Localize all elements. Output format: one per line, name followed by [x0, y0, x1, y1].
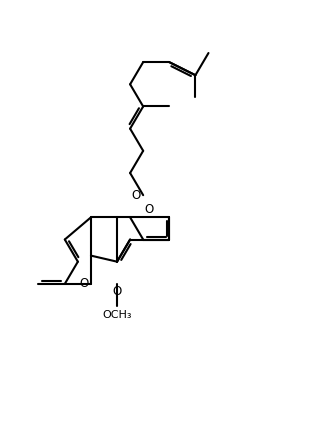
- Text: O: O: [132, 189, 141, 202]
- Text: O: O: [145, 203, 154, 216]
- Text: O: O: [112, 285, 122, 298]
- Text: O: O: [79, 277, 88, 290]
- Text: OCH₃: OCH₃: [102, 310, 132, 320]
